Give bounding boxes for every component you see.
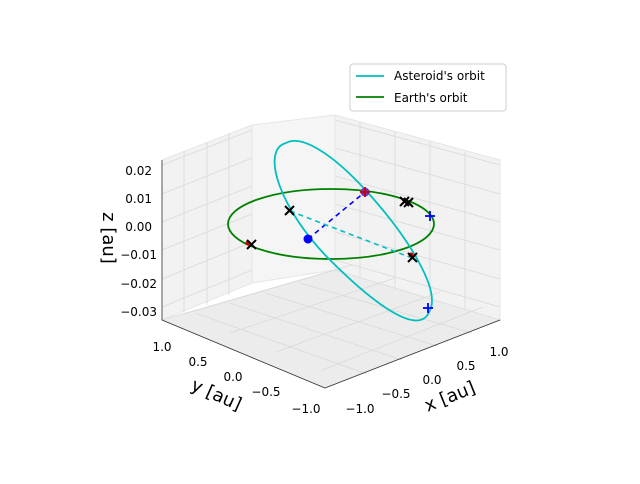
y-tick-labels: 1.0 0.5 0.0 −0.5 −1.0 [152,340,320,416]
x-tick-label: 1.0 [489,345,508,359]
legend-label-earth: Earth's orbit [394,91,468,105]
dashed-line-blue [307,191,366,240]
legend-label-asteroid: Asteroid's orbit [394,69,485,83]
plus-marker [423,303,433,313]
axis-spines [161,160,501,389]
y-tick-label: 1.0 [152,340,171,354]
earth-orbit-line [227,188,435,260]
z-tick-label: 0.01 [125,192,152,206]
x-tick-label: 0.0 [422,373,441,387]
plus-marker [425,211,435,221]
markers [245,187,435,313]
y-tick-label: 0.5 [188,355,207,369]
dashed-line-cyan [289,210,413,259]
z-tick-label: 0.00 [125,220,152,234]
y-axis-spine [161,319,326,389]
x-marker [246,239,257,250]
x-marker [407,252,418,263]
x-tick-label: −1.0 [345,402,374,416]
x-tick-label: −0.5 [381,387,410,401]
x-axis-spine [324,319,501,389]
z-tick-label: −0.03 [120,305,157,319]
z-axis-label: z [au] [98,212,119,264]
z-tick-labels: 0.02 0.01 0.00 −0.01 −0.02 −0.03 [120,164,157,319]
z-tick-label: −0.01 [120,248,157,262]
z-tick-label: 0.02 [125,164,152,178]
y-tick-label: 0.0 [223,370,242,384]
x-tick-label: 0.5 [456,359,475,373]
y-tick-label: −1.0 [291,402,320,416]
grid-lines [161,119,501,375]
x-tick-labels: −1.0 −0.5 0.0 0.5 1.0 [345,345,508,416]
connector-lines [289,191,413,259]
sun-marker [303,234,313,244]
y-tick-label: −0.5 [251,385,280,399]
z-tick-label: −0.02 [120,277,157,291]
pane-walls [160,114,502,389]
x-marker [403,197,414,208]
x-marker [284,205,295,216]
plus-marker [360,187,370,197]
legend: Asteroid's orbit Earth's orbit [349,63,507,112]
legend-box [349,63,507,112]
